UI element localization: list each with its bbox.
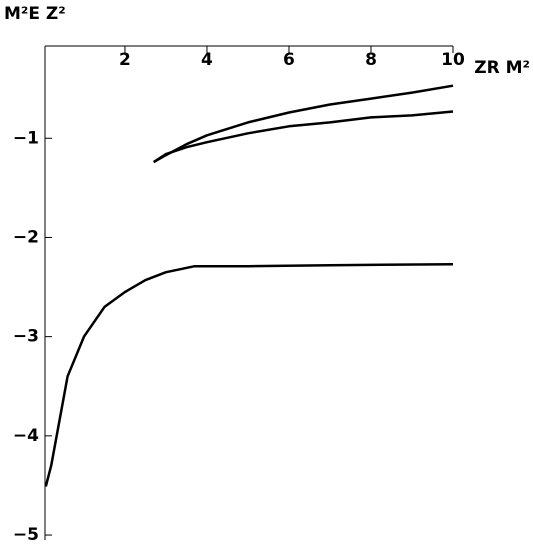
y-tick-label: −4 <box>13 426 39 446</box>
x-tick-label: 8 <box>365 50 377 70</box>
y-tick-label: −2 <box>13 227 39 247</box>
x-tick-label: 6 <box>283 50 295 70</box>
y-tick-label: −3 <box>13 327 39 347</box>
x-tick-label: 10 <box>441 50 465 70</box>
line-series <box>153 110 454 164</box>
x-axis-label: ZR M² <box>474 58 530 78</box>
x-tick-label: 4 <box>201 50 213 70</box>
line-series <box>44 262 454 487</box>
y-tick-label: −5 <box>13 525 39 545</box>
x-tick-label: 2 <box>119 50 131 70</box>
y-tick-label: −1 <box>13 128 39 148</box>
y-axis-label: M²E Z² <box>4 4 66 24</box>
